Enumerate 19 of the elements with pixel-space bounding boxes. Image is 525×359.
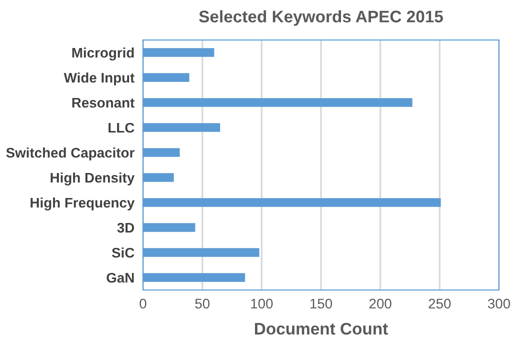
x-tick-label: 200 <box>369 298 392 309</box>
x-tick-label: 0 <box>140 298 146 309</box>
y-tick-label: 3D <box>117 222 134 233</box>
y-tick-label: LLC <box>108 122 134 133</box>
y-tick-label: Microgrid <box>72 47 134 60</box>
chart-title: Selected Keywords APEC 2015 <box>199 10 443 26</box>
x-tick-label: 150 <box>310 298 332 309</box>
y-tick-label: SiC <box>112 247 134 258</box>
x-tick-label: 50 <box>195 298 210 309</box>
x-tick-label: 250 <box>428 298 451 309</box>
x-tick-label: 100 <box>251 298 273 309</box>
y-tick-label: High Density <box>50 172 135 186</box>
x-tick-label: 300 <box>488 298 510 309</box>
y-tick-label: Wide Input <box>64 72 134 86</box>
y-tick-label: Switched Capacitor <box>6 147 134 160</box>
y-tick-label: Resonant <box>72 98 134 108</box>
y-tick-label: GaN <box>106 272 134 283</box>
x-axis-title: Document Count <box>254 322 388 335</box>
y-tick-label: High Frequency <box>30 197 135 210</box>
